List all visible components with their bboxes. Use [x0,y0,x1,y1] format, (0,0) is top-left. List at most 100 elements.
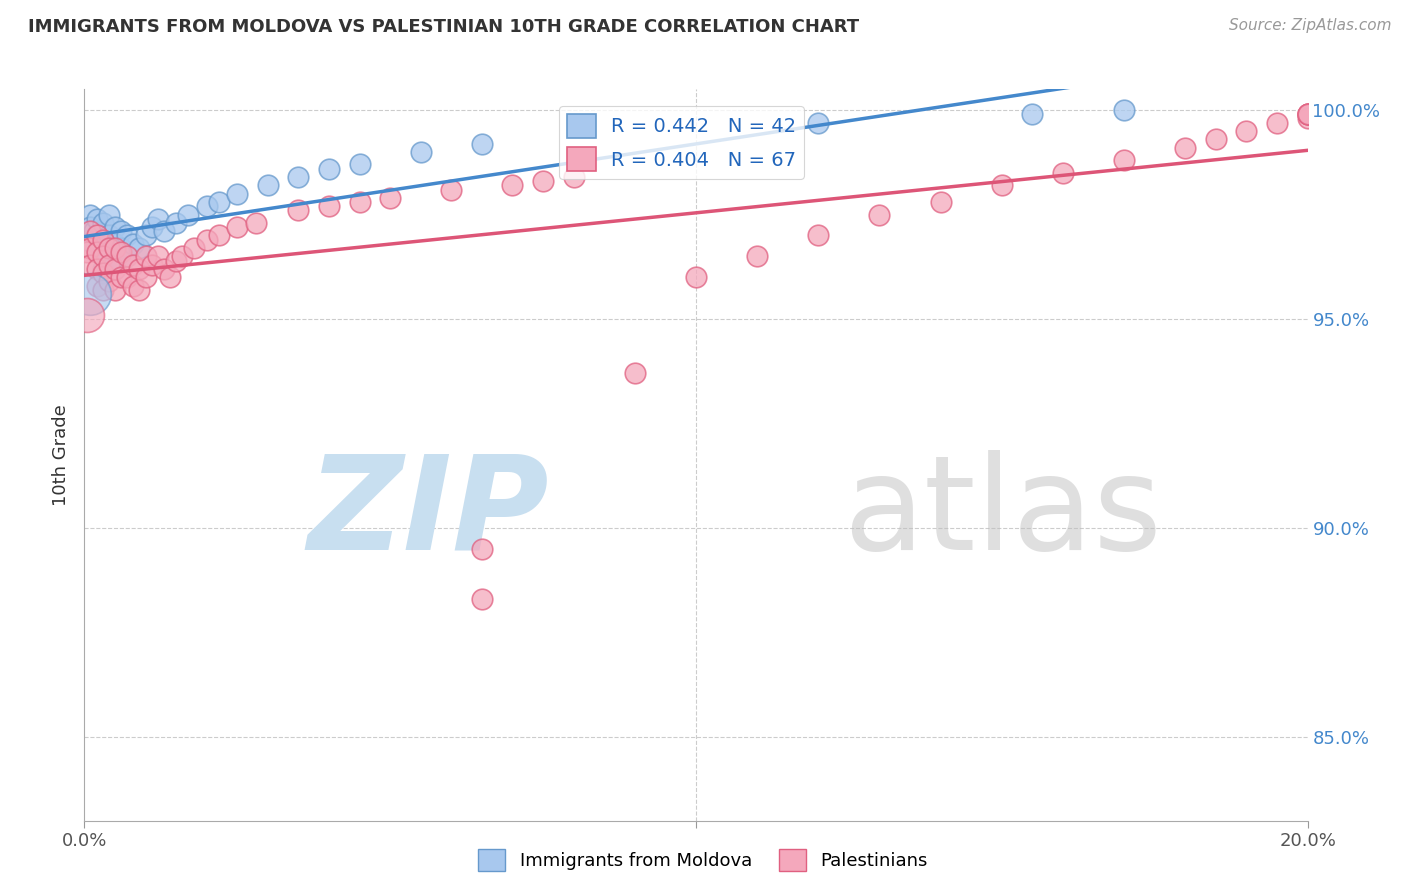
Point [86,245,108,260]
Point [104,261,127,276]
Point [86,245,108,260]
Point [104,220,127,235]
Point [91,283,114,297]
Point [1296,107,1319,121]
Point [471,136,494,151]
Point [685,270,707,285]
Legend: Immigrants from Moldova, Palestinians: Immigrants from Moldova, Palestinians [471,842,935,879]
Point [141,258,163,272]
Point [79,224,101,238]
Point [146,211,169,226]
Point [104,236,127,251]
Point [1296,107,1319,121]
Point [146,249,169,263]
Point [79,287,101,301]
Point [869,208,891,222]
Point [1114,153,1136,168]
Point [349,157,371,171]
Point [76,308,98,322]
Y-axis label: 10th Grade: 10th Grade [52,404,70,506]
Point [195,233,218,247]
Point [97,258,120,272]
Point [122,236,145,251]
Point [122,278,145,293]
Point [257,178,280,193]
Point [79,208,101,222]
Point [287,203,309,218]
Point [1205,132,1227,146]
Point [172,249,194,263]
Point [245,216,267,230]
Point [807,115,830,129]
Point [122,258,145,272]
Point [471,541,494,556]
Point [318,161,340,176]
Point [208,228,231,243]
Point [1296,112,1319,126]
Point [104,253,127,268]
Point [1021,107,1043,121]
Point [97,208,120,222]
Point [97,275,120,289]
Point [86,261,108,276]
Text: atlas: atlas [842,450,1161,577]
Point [1296,107,1319,121]
Point [79,258,101,272]
Point [991,178,1014,193]
Point [349,195,371,210]
Point [97,241,120,255]
Point [110,224,132,238]
Point [86,228,108,243]
Point [115,228,138,243]
Text: Source: ZipAtlas.com: Source: ZipAtlas.com [1229,18,1392,33]
Point [110,241,132,255]
Point [562,169,585,184]
Point [380,191,402,205]
Point [153,261,176,276]
Point [287,169,309,184]
Point [91,233,114,247]
Point [177,208,200,222]
Point [183,241,205,255]
Point [624,367,647,381]
Point [1296,107,1319,121]
Point [1236,124,1258,138]
Point [226,220,249,235]
Point [83,224,105,238]
Point [165,253,187,268]
Text: ZIP: ZIP [308,450,550,577]
Point [115,249,138,263]
Point [1265,115,1288,129]
Point [76,245,98,260]
Point [128,241,150,255]
Point [318,199,340,213]
Point [86,211,108,226]
Point [440,182,463,196]
Point [86,228,108,243]
Point [79,241,101,255]
Point [97,228,120,243]
Point [91,233,114,247]
Point [128,283,150,297]
Point [929,195,952,210]
Point [91,249,114,263]
Point [226,186,249,201]
Point [135,228,157,243]
Point [747,249,769,263]
Point [91,245,114,260]
Point [807,228,830,243]
Point [110,270,132,285]
Legend: R = 0.442   N = 42, R = 0.404   N = 67: R = 0.442 N = 42, R = 0.404 N = 67 [560,106,804,179]
Point [409,145,432,159]
Point [153,224,176,238]
Point [141,220,163,235]
Point [97,241,120,255]
Point [110,245,132,260]
Point [128,261,150,276]
Point [115,249,138,263]
Point [135,249,157,263]
Point [159,270,181,285]
Point [531,174,554,188]
Point [86,278,108,293]
Point [104,241,127,255]
